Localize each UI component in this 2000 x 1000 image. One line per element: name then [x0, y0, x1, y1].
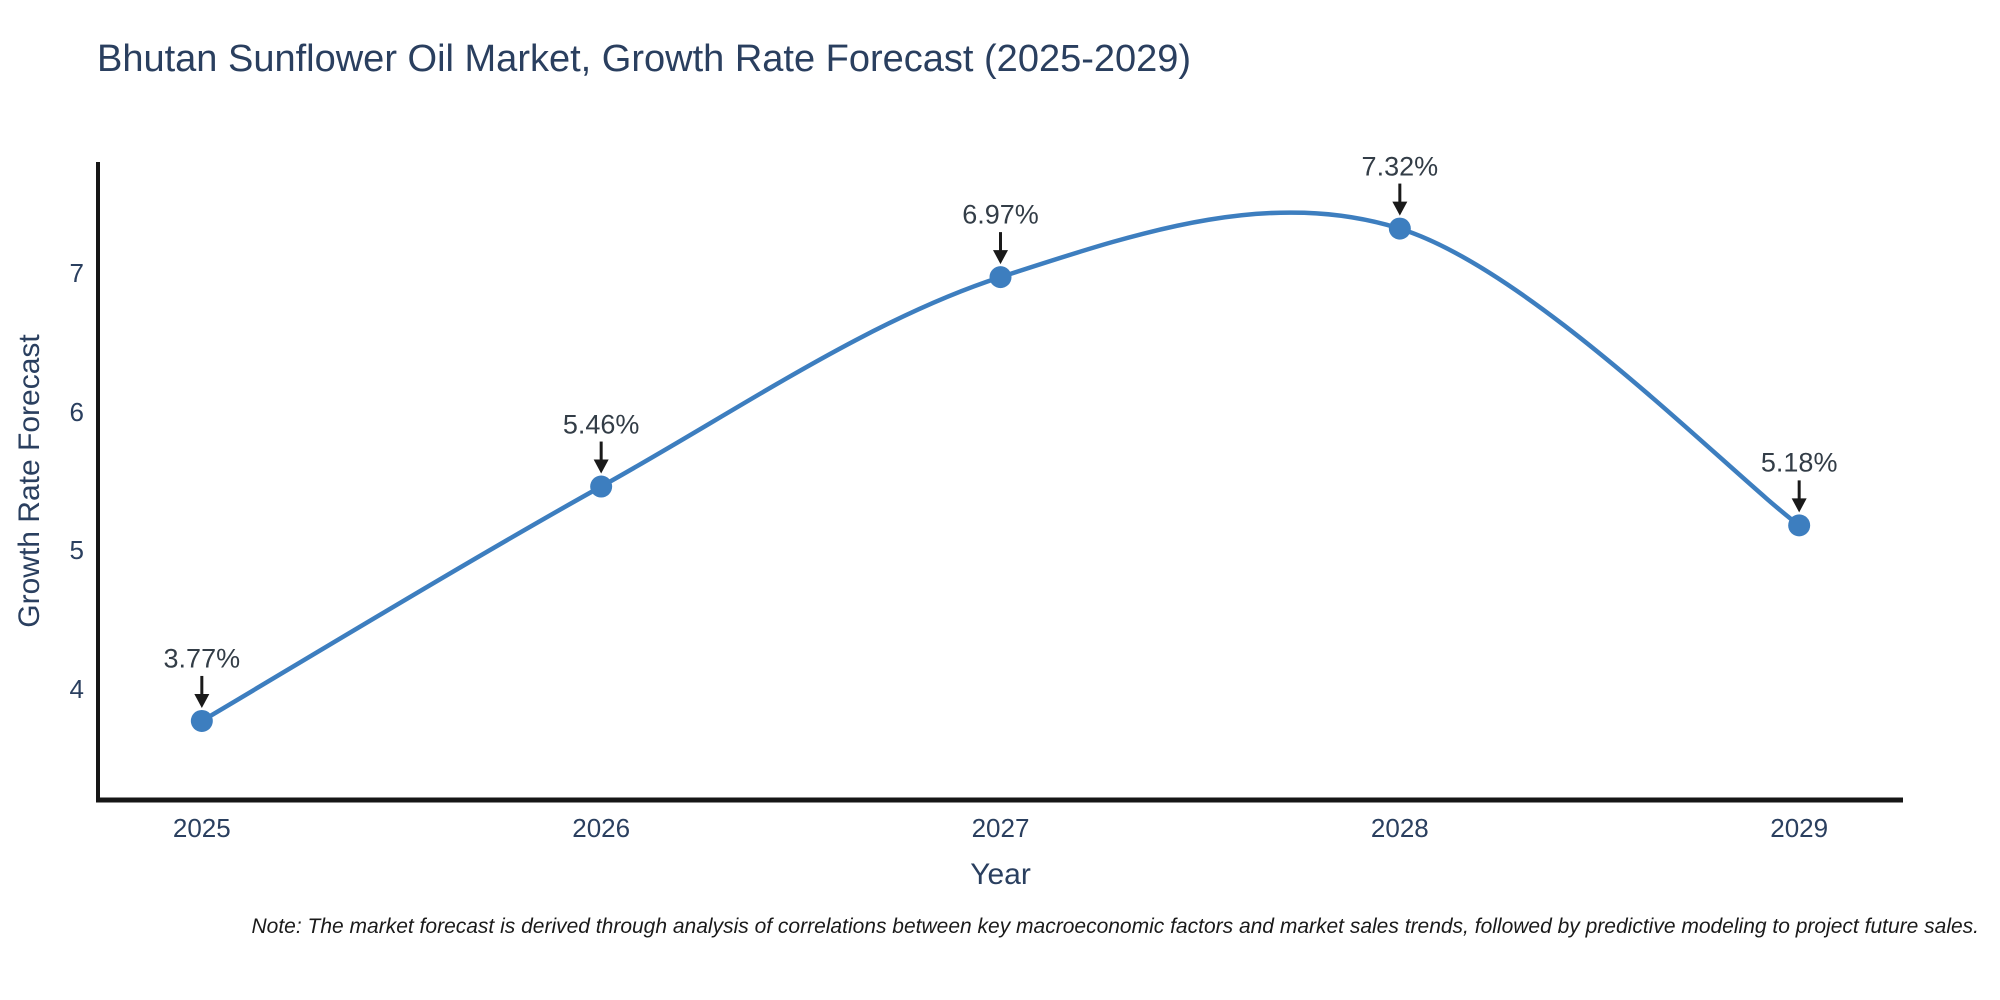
y-tick-label-5: 5 [69, 535, 84, 566]
y-tick-label-4: 4 [69, 674, 84, 705]
data-point-2025[interactable] [190, 709, 213, 732]
x-tick-label-2026: 2026 [572, 813, 631, 843]
annotation-arrow-head [593, 459, 609, 474]
x-tick-label-2029: 2029 [1770, 813, 1829, 843]
point-annotation-2027: 6.97% [962, 199, 1039, 230]
x-tick-label-2027: 2027 [971, 813, 1030, 843]
x-tick-label-2025: 2025 [172, 813, 231, 843]
point-annotation-2026: 5.46% [562, 409, 640, 440]
point-annotation-2029: 5.18% [1760, 447, 1838, 478]
data-point-2028[interactable] [1388, 217, 1411, 240]
y-tick-label-7: 7 [69, 257, 84, 288]
annotation-arrow-head [1392, 201, 1408, 216]
data-point-2029[interactable] [1788, 514, 1811, 537]
series-line [199, 210, 1802, 724]
point-annotation-2025: 3.77% [163, 643, 241, 674]
x-axis-title: Year [970, 858, 1031, 891]
annotation-arrow-head [194, 693, 210, 708]
annotation-arrow-head [1791, 498, 1807, 513]
y-tick-label-6: 6 [69, 396, 84, 427]
annotation-arrow-head [993, 250, 1008, 265]
chart-title: Bhutan Sunflower Oil Market, Growth Rate… [97, 38, 1192, 80]
point-annotation-2028: 7.32% [1361, 151, 1439, 182]
y-axis-title: Growth Rate Forecast [13, 334, 46, 628]
data-point-2027[interactable] [989, 266, 1012, 289]
data-point-2026[interactable] [590, 475, 613, 498]
footnote: Note: The market forecast is derived thr… [251, 915, 1980, 938]
x-tick-label-2028: 2028 [1370, 813, 1429, 843]
